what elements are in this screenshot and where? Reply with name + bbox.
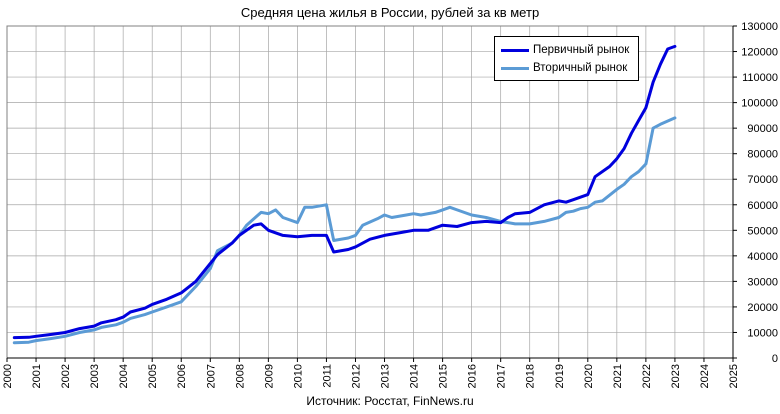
x-tick-label: 2002 xyxy=(60,364,72,388)
y-tick-label: 50000 xyxy=(747,225,778,237)
axes xyxy=(6,25,734,359)
x-tick-labels: 2000 2001 2002 2003 2004 2005 2006 2007 2008 2009… xyxy=(2,358,740,388)
series-line-secondary xyxy=(12,116,677,345)
legend-swatch-primary xyxy=(501,48,529,52)
legend-item-secondary: Вторичный рынок xyxy=(501,60,627,76)
x-tick-label: 2010 xyxy=(292,364,304,388)
legend-label-secondary: Вторичный рынок xyxy=(533,62,628,74)
x-tick-label: 2001 xyxy=(31,364,43,388)
x-tick-label: 2021 xyxy=(612,364,624,388)
chart-title: Средняя цена жилья в России, рублей за к… xyxy=(240,5,540,20)
x-tick-label: 2005 xyxy=(147,364,159,388)
y-tick-label: 20000 xyxy=(747,302,778,314)
y-tick-label: 70000 xyxy=(747,174,778,186)
y-tick-label: 120000 xyxy=(741,47,778,59)
x-tick-label: 2007 xyxy=(205,364,217,388)
y-tick-label: 130000 xyxy=(741,21,778,33)
legend-item-primary: Первичный рынок xyxy=(501,42,629,58)
y-tick-label: 60000 xyxy=(747,200,778,212)
y-tick-label: 0 xyxy=(772,353,778,365)
x-tick-label: 2006 xyxy=(176,364,188,388)
x-tick-label: 2011 xyxy=(321,364,333,388)
y-tick-label: 10000 xyxy=(747,327,778,339)
x-tick-label: 2004 xyxy=(118,364,130,388)
x-tick-label: 2000 xyxy=(2,364,14,388)
x-tick-label: 2015 xyxy=(438,364,450,388)
y-tick-labels: 0 10000 20000 30000 40000 50000 60000 70000 8000… xyxy=(733,21,778,365)
y-tick-label: 30000 xyxy=(747,276,778,288)
x-tick-label: 2018 xyxy=(525,364,537,388)
x-tick-label: 2013 xyxy=(380,364,392,388)
x-tick-label: 2024 xyxy=(699,364,711,388)
series-line-primary xyxy=(12,44,677,340)
x-tick-label: 2014 xyxy=(409,364,421,388)
series-layer xyxy=(12,44,677,345)
y-tick-label: 40000 xyxy=(747,251,778,263)
legend-label-primary: Первичный рынок xyxy=(533,44,630,56)
y-tick-label: 100000 xyxy=(741,98,778,110)
y-tick-label: 80000 xyxy=(747,149,778,161)
chart-source: Источник: Росстат, FinNews.ru xyxy=(306,394,474,408)
x-tick-label: 2020 xyxy=(583,364,595,388)
chart-legend: Первичный рынок Вторичный рынок xyxy=(494,36,639,81)
x-tick-label: 2017 xyxy=(496,364,508,388)
legend-swatch-secondary xyxy=(501,66,529,70)
y-tick-label: 90000 xyxy=(747,123,778,135)
x-tick-label: 2003 xyxy=(89,364,101,388)
x-tick-label: 2008 xyxy=(234,364,246,388)
x-tick-label: 2022 xyxy=(641,364,653,388)
x-tick-label: 2025 xyxy=(728,364,740,388)
x-tick-label: 2009 xyxy=(263,364,275,388)
x-tick-label: 2012 xyxy=(350,364,362,388)
x-tick-label: 2019 xyxy=(554,364,566,388)
x-tick-label: 2023 xyxy=(670,364,682,388)
y-tick-label: 110000 xyxy=(742,72,778,84)
x-tick-label: 2016 xyxy=(467,364,479,388)
